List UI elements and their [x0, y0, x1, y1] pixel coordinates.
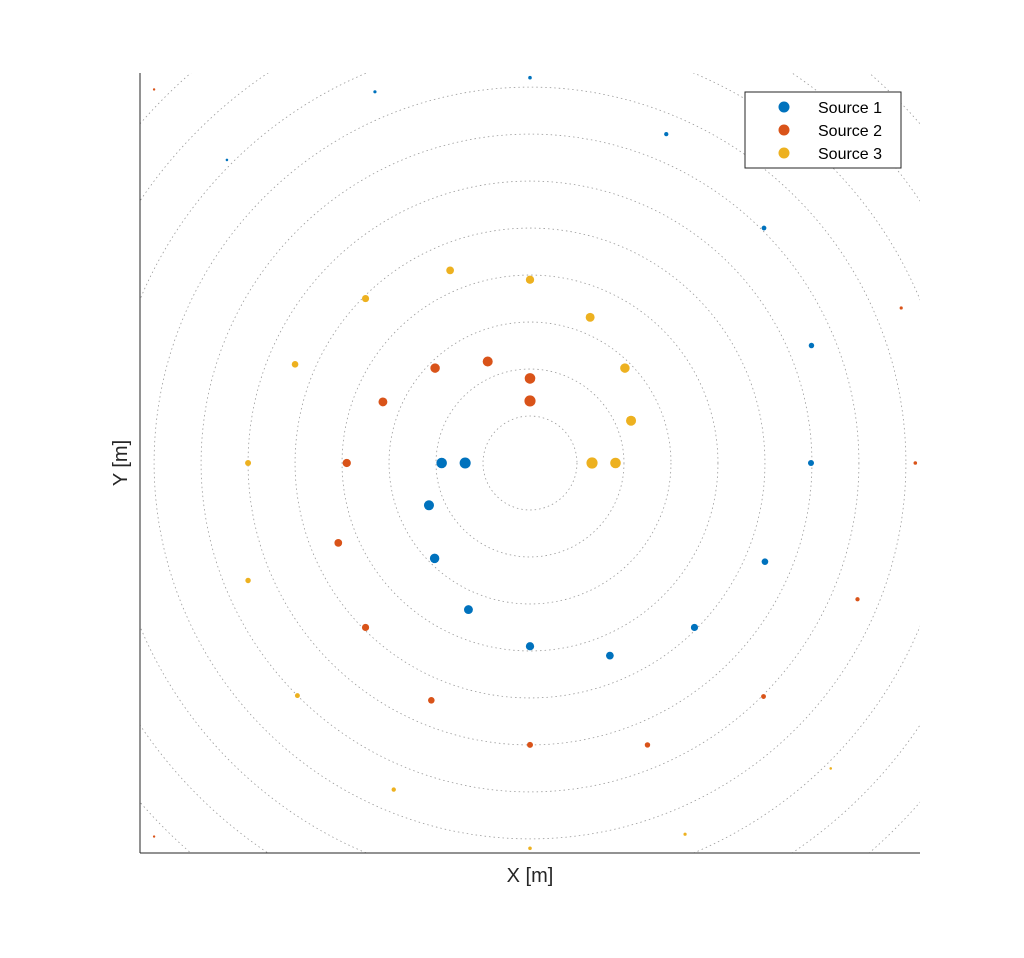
- data-point-source-2: [899, 306, 903, 310]
- data-point-source-3: [245, 460, 252, 466]
- data-point-source-3: [626, 415, 637, 426]
- grid-ring: [482, 415, 578, 511]
- data-point-source-3: [829, 767, 833, 770]
- data-point-source-2: [334, 539, 343, 547]
- data-point-source-1: [761, 225, 767, 231]
- grid-ring: [388, 321, 672, 605]
- data-point-source-1: [373, 90, 377, 94]
- data-point-source-1: [429, 553, 440, 564]
- data-point-source-3: [585, 312, 595, 322]
- data-point-source-1: [807, 459, 814, 467]
- data-point-source-2: [855, 597, 860, 602]
- data-point-source-3: [245, 577, 251, 584]
- data-points: [152, 75, 918, 851]
- data-point-source-2: [524, 395, 536, 407]
- grid-ring: [247, 180, 813, 746]
- data-point-source-2: [527, 741, 533, 748]
- data-point-source-2: [430, 363, 440, 373]
- data-point-source-3: [528, 846, 532, 851]
- data-point-source-2: [378, 397, 388, 407]
- data-point-source-2: [482, 356, 493, 367]
- axes: [139, 73, 920, 854]
- data-point-source-2: [152, 88, 156, 91]
- data-point-source-1: [464, 605, 473, 615]
- data-point-source-1: [459, 457, 471, 469]
- data-point-source-2: [152, 835, 156, 838]
- data-point-source-1: [423, 500, 434, 511]
- data-point-source-2: [761, 694, 766, 699]
- grid-ring: [153, 86, 907, 840]
- data-point-source-3: [586, 457, 598, 469]
- legend-marker-source-1: [778, 101, 790, 113]
- data-point-source-1: [761, 558, 769, 565]
- data-point-source-3: [610, 457, 621, 469]
- legend-label-source-1: Source 1: [818, 100, 882, 117]
- data-point-source-1: [664, 131, 669, 137]
- data-point-source-2: [644, 742, 651, 748]
- legend-label-source-3: Source 3: [818, 146, 882, 163]
- data-point-source-3: [683, 832, 687, 836]
- legend-label-source-2: Source 2: [818, 123, 882, 140]
- grid-ring: [200, 133, 860, 793]
- data-point-source-1: [225, 158, 229, 162]
- data-point-source-3: [291, 361, 299, 368]
- data-point-source-2: [361, 623, 370, 632]
- data-point-source-1: [528, 75, 532, 80]
- data-point-source-2: [524, 373, 536, 384]
- data-point-source-1: [525, 642, 535, 651]
- data-point-source-2: [342, 458, 351, 468]
- data-point-source-1: [436, 457, 447, 469]
- data-point-source-1: [808, 342, 815, 349]
- grid-ring: [294, 227, 766, 699]
- y-axis-label: Y [m]: [110, 440, 132, 486]
- data-point-source-1: [606, 651, 614, 660]
- data-point-source-3: [294, 693, 300, 699]
- data-point-source-3: [525, 275, 535, 284]
- data-point-source-1: [690, 623, 699, 632]
- data-point-source-2: [428, 696, 435, 704]
- data-point-source-2: [913, 461, 918, 465]
- legend: Source 1 Source 2 Source 3: [744, 91, 902, 169]
- grid-ring: [435, 368, 625, 558]
- legend-box: [744, 91, 902, 169]
- data-point-source-3: [620, 363, 630, 373]
- data-point-source-3: [361, 294, 370, 303]
- grid-ring: [341, 274, 719, 652]
- data-point-source-3: [446, 266, 454, 275]
- x-axis-label: X [m]: [507, 865, 554, 887]
- legend-marker-source-3: [778, 147, 790, 159]
- data-point-source-3: [391, 787, 396, 792]
- legend-marker-source-2: [778, 124, 790, 136]
